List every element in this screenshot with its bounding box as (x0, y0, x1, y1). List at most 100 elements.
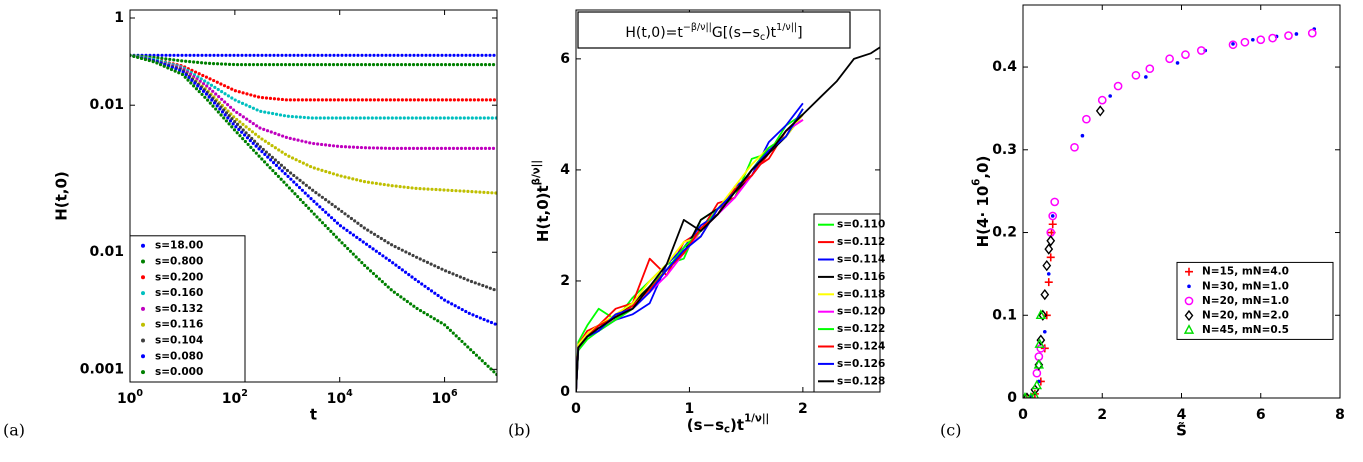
marker (1113, 81, 1123, 91)
legend-label: N=20, mN=2.0 (1202, 310, 1289, 322)
marker (1251, 37, 1255, 42)
legend-label: s=0.110 (837, 219, 885, 231)
marker (1033, 358, 1045, 369)
legend-label: s=0.160 (155, 287, 203, 299)
legend-swatch (141, 275, 145, 280)
marker (1034, 338, 1045, 348)
marker (1048, 211, 1058, 221)
legend-label: s=0.114 (837, 254, 885, 266)
marker (1042, 259, 1052, 272)
legend-swatch (141, 306, 145, 311)
marker (1165, 54, 1174, 64)
marker (1185, 267, 1193, 276)
marker (1038, 309, 1048, 321)
marker (1044, 243, 1054, 255)
x-tick-label: 104 (327, 388, 353, 407)
x-tick-label: 0 (571, 401, 581, 417)
y-axis-label: H(4· 106,0) (972, 156, 992, 248)
y-tick-label: 2 (560, 273, 570, 289)
legend-label: s=0.112 (837, 236, 885, 248)
marker (1046, 272, 1051, 276)
marker (1023, 394, 1031, 398)
marker (1240, 37, 1250, 47)
y-tick-label: 6 (560, 51, 570, 67)
panel-label: (c) (940, 421, 961, 440)
marker (1175, 61, 1180, 65)
series-line (576, 113, 804, 392)
axes-frame (1022, 4, 1341, 399)
legend-swatch (141, 243, 145, 248)
legend-swatch (141, 259, 145, 264)
marker (1046, 253, 1055, 262)
x-tick-label: 8 (1335, 407, 1345, 423)
legend-label: N=30, mN=1.0 (1202, 280, 1289, 292)
marker (1187, 284, 1191, 289)
marker (1046, 235, 1056, 247)
series-line (576, 108, 804, 392)
series-line (130, 53, 497, 120)
y-tick-label: 0.3 (992, 142, 1017, 158)
legend-swatch (141, 354, 145, 359)
marker (1183, 324, 1195, 334)
x-tick-label: 100 (117, 388, 143, 407)
y-tick-label: 0.4 (992, 59, 1017, 75)
legend-label: N=20, mN=1.0 (1202, 295, 1289, 307)
plot-area (576, 46, 880, 392)
marker (1108, 94, 1112, 98)
legend-label: N=15, mN=4.0 (1202, 266, 1289, 278)
chart-title: H(t,0)=t−β/ν||G[(s−sc)t1/ν||] (625, 22, 802, 43)
y-tick-label: 0.1 (992, 307, 1017, 323)
x-axis-label: S̃ (1176, 421, 1187, 440)
series-line (130, 53, 497, 293)
plot-area (130, 53, 497, 377)
marker (1145, 64, 1155, 74)
x-tick-label: 4 (1177, 407, 1187, 423)
y-axis-label: H(t,0) (53, 171, 71, 221)
marker (1228, 40, 1238, 50)
series-line (576, 113, 804, 392)
x-tick-label: 106 (432, 388, 458, 407)
x-tick-label: 1 (685, 401, 695, 417)
y-tick-label: 0.2 (992, 225, 1017, 241)
series-line (130, 53, 497, 150)
marker (1097, 95, 1107, 105)
y-tick-label: 0.01 (89, 97, 124, 113)
legend-label: s=0.124 (837, 341, 885, 353)
legend-label: N=45, mN=0.5 (1202, 324, 1289, 336)
marker (1307, 28, 1317, 38)
legend-label: s=0.800 (155, 256, 203, 268)
marker (1042, 330, 1047, 334)
legend-label: s=0.104 (155, 335, 203, 347)
legend-swatch (141, 370, 145, 375)
legend-label: s=0.126 (837, 358, 885, 370)
marker (1031, 379, 1043, 390)
marker (1284, 31, 1293, 40)
marker (1050, 197, 1060, 207)
marker (1048, 220, 1057, 229)
marker (1196, 46, 1206, 55)
y-tick-label: 0.001 (80, 361, 124, 377)
marker (1082, 114, 1091, 124)
series-line (576, 113, 804, 392)
title-box (577, 11, 851, 49)
legend-swatch (141, 291, 145, 296)
series-line (576, 119, 804, 392)
marker (1027, 392, 1035, 398)
series-line (130, 53, 497, 67)
axes-frame (129, 9, 498, 383)
legend-label: s=0.120 (837, 306, 885, 318)
legend-label: s=18.00 (155, 240, 203, 252)
legend-label: s=0.116 (837, 271, 885, 283)
x-tick-label: 102 (222, 388, 248, 407)
series-line (576, 113, 804, 392)
marker (1040, 288, 1050, 301)
legend-box (813, 213, 881, 393)
series-line (576, 119, 804, 392)
series-line (130, 53, 497, 102)
marker (1030, 390, 1039, 398)
y-tick-label: 1 (114, 10, 124, 26)
marker (1184, 296, 1194, 306)
marker (1268, 33, 1277, 43)
panel-label: (a) (3, 421, 25, 440)
